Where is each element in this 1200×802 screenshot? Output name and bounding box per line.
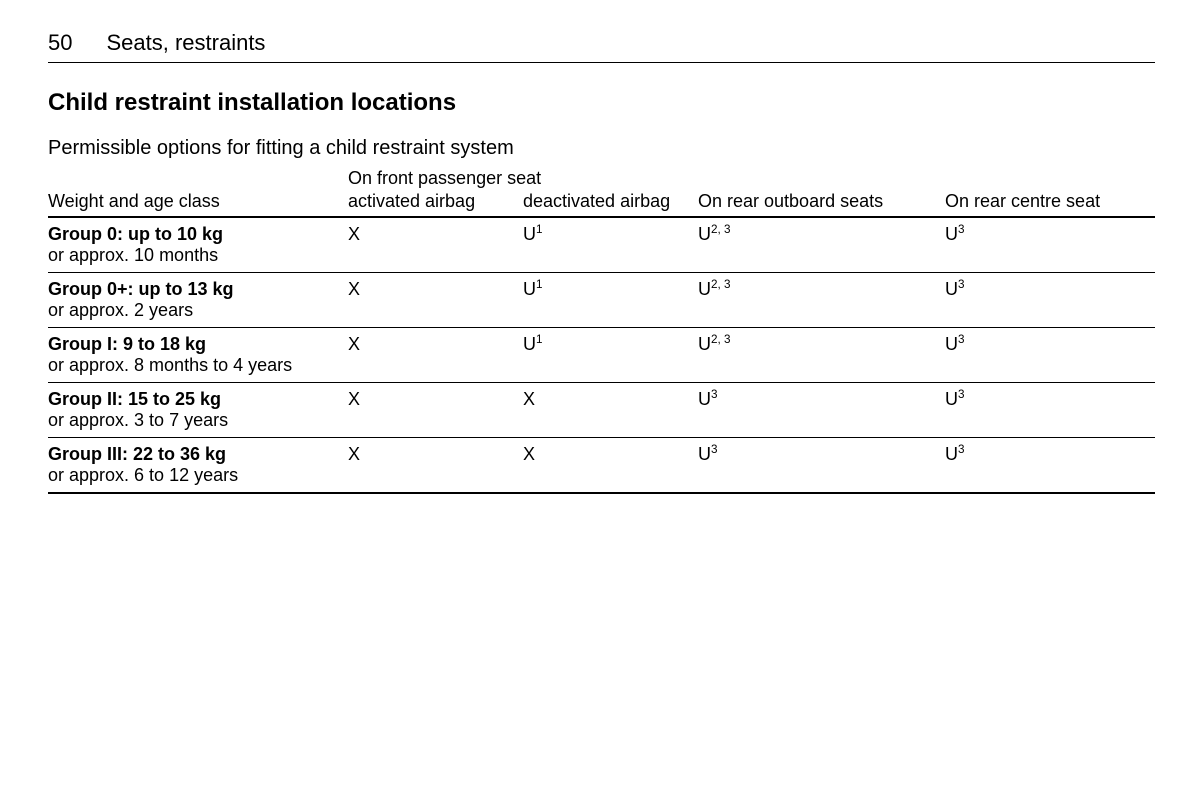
weight-class-cell: Group 0: up to 10 kgor approx. 10 months: [48, 217, 348, 273]
table-cell: U3: [945, 328, 1155, 383]
table-cell: X: [348, 438, 523, 494]
table-row: Group III: 22 to 36 kgor approx. 6 to 12…: [48, 438, 1155, 494]
table-row: Group 0: up to 10 kgor approx. 10 months…: [48, 217, 1155, 273]
page-title: Child restraint installation locations: [48, 89, 1155, 117]
page-number: 50: [48, 30, 72, 56]
weight-class-sub: or approx. 6 to 12 years: [48, 465, 348, 486]
table-cell: X: [348, 328, 523, 383]
weight-class-cell: Group I: 9 to 18 kgor approx. 8 months t…: [48, 328, 348, 383]
table-cell: X: [523, 438, 698, 494]
weight-class-cell: Group III: 22 to 36 kgor approx. 6 to 12…: [48, 438, 348, 494]
table-cell: U3: [945, 438, 1155, 494]
table-cell: U3: [945, 217, 1155, 273]
table-row: Group I: 9 to 18 kgor approx. 8 months t…: [48, 328, 1155, 383]
table-cell: U2, 3: [698, 328, 945, 383]
weight-class-sub: or approx. 10 months: [48, 245, 348, 266]
header-outboard: On rear outboard seats: [698, 191, 945, 217]
table-cell: X: [348, 273, 523, 328]
weight-class-cell: Group 0+: up to 13 kgor approx. 2 years: [48, 273, 348, 328]
table-cell: X: [348, 383, 523, 438]
page-subtitle: Permissible options for fitting a child …: [48, 137, 1155, 160]
header-activated: activated airbag: [348, 191, 523, 217]
table-row: Group 0+: up to 13 kgor approx. 2 yearsX…: [48, 273, 1155, 328]
header-front-passenger: On front passenger seat: [348, 168, 698, 191]
table-cell: U3: [945, 273, 1155, 328]
table-cell: U2, 3: [698, 273, 945, 328]
child-restraint-table: On front passenger seat Weight and age c…: [48, 168, 1155, 494]
table-cell: U3: [945, 383, 1155, 438]
weight-class-cell: Group II: 15 to 25 kgor approx. 3 to 7 y…: [48, 383, 348, 438]
table-cell: U1: [523, 273, 698, 328]
weight-class-sub: or approx. 2 years: [48, 300, 348, 321]
weight-class-main: Group III: 22 to 36 kg: [48, 444, 348, 465]
page-header: 50 Seats, restraints: [48, 30, 1155, 63]
table-cell: X: [348, 217, 523, 273]
weight-class-sub: or approx. 3 to 7 years: [48, 410, 348, 431]
weight-class-sub: or approx. 8 months to 4 years: [48, 355, 348, 376]
table-cell: X: [523, 383, 698, 438]
table-cell: U3: [698, 438, 945, 494]
table-cell: U2, 3: [698, 217, 945, 273]
weight-class-main: Group II: 15 to 25 kg: [48, 389, 348, 410]
table-cell: U1: [523, 217, 698, 273]
section-name: Seats, restraints: [106, 30, 265, 56]
table-cell: U3: [698, 383, 945, 438]
weight-class-main: Group I: 9 to 18 kg: [48, 334, 348, 355]
header-centre: On rear centre seat: [945, 191, 1155, 217]
header-deactivated: deactivated airbag: [523, 191, 698, 217]
table-header-row: Weight and age class activated airbag de…: [48, 191, 1155, 217]
table-row: Group II: 15 to 25 kgor approx. 3 to 7 y…: [48, 383, 1155, 438]
table-cell: U1: [523, 328, 698, 383]
weight-class-main: Group 0+: up to 13 kg: [48, 279, 348, 300]
header-weight: Weight and age class: [48, 191, 348, 217]
weight-class-main: Group 0: up to 10 kg: [48, 224, 348, 245]
table-span-header-row: On front passenger seat: [48, 168, 1155, 191]
